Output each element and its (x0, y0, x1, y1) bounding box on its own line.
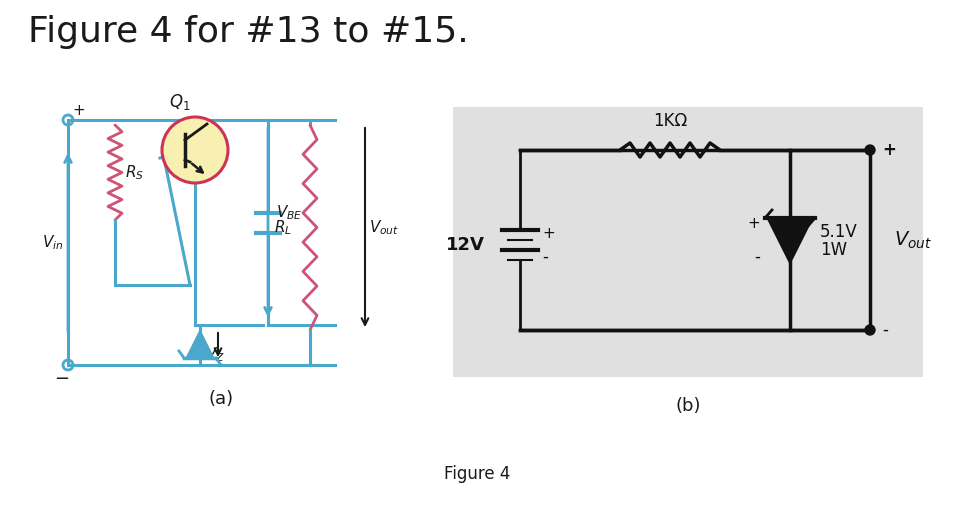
Polygon shape (767, 218, 811, 262)
Text: +: + (746, 215, 760, 230)
Text: Figure 4 for #13 to #15.: Figure 4 for #13 to #15. (28, 15, 468, 49)
Text: 12V: 12V (446, 236, 484, 254)
Text: +: + (541, 226, 554, 240)
Text: -: - (753, 248, 760, 266)
Text: +: + (882, 141, 895, 159)
Text: $V_{out}$: $V_{out}$ (369, 218, 398, 237)
Circle shape (864, 145, 874, 155)
Text: $R_S$: $R_S$ (125, 163, 144, 182)
Text: $Q_1$: $Q_1$ (169, 92, 191, 112)
Text: $R_L$: $R_L$ (274, 218, 292, 237)
Circle shape (864, 325, 874, 335)
Text: -: - (541, 248, 547, 266)
Text: 5.1V: 5.1V (820, 223, 857, 241)
Circle shape (162, 117, 228, 183)
Text: -: - (882, 321, 887, 339)
Text: +: + (71, 103, 85, 118)
Text: −: − (54, 370, 69, 388)
Text: 1W: 1W (820, 241, 846, 259)
FancyBboxPatch shape (453, 107, 923, 377)
Text: $V_{out}$: $V_{out}$ (893, 229, 931, 250)
Text: Figure 4: Figure 4 (443, 465, 510, 483)
Text: 1KΩ: 1KΩ (652, 112, 686, 130)
Text: $V_Z$: $V_Z$ (205, 345, 225, 364)
Text: $V_{in}$: $V_{in}$ (42, 233, 63, 252)
Text: (a): (a) (209, 390, 233, 408)
Text: (b): (b) (675, 397, 700, 415)
Text: $V_{BE}$: $V_{BE}$ (275, 203, 302, 222)
Polygon shape (187, 332, 213, 358)
